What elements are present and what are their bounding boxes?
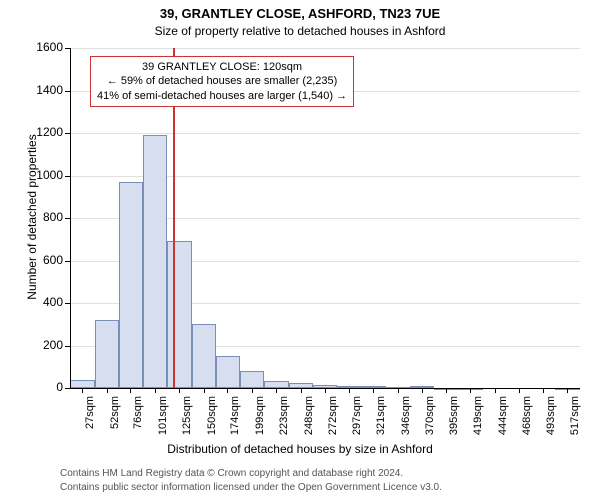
x-tick-label: 395sqm — [448, 396, 460, 446]
histogram-bar — [143, 135, 167, 388]
x-tick-label: 272sqm — [327, 396, 339, 446]
chart-subtitle: Size of property relative to detached ho… — [0, 24, 600, 38]
x-axis-label: Distribution of detached houses by size … — [0, 442, 600, 456]
x-tick-label: 419sqm — [472, 396, 484, 446]
x-tick-label: 248sqm — [303, 396, 315, 446]
x-tick-label: 174sqm — [229, 396, 241, 446]
x-tick-label: 52sqm — [109, 396, 121, 446]
histogram-bar — [240, 371, 264, 388]
y-axis-label: Number of detached properties — [25, 117, 39, 317]
grid-line — [70, 133, 580, 134]
chart-title: 39, GRANTLEY CLOSE, ASHFORD, TN23 7UE — [0, 6, 600, 21]
x-tick-label: 297sqm — [351, 396, 363, 446]
histogram-bar — [119, 182, 144, 388]
y-tick-label: 1400 — [25, 83, 63, 97]
x-tick-label: 517sqm — [569, 396, 581, 446]
x-tick-label: 101sqm — [157, 396, 169, 446]
annotation-line2: ← 59% of detached houses are smaller (2,… — [97, 74, 347, 88]
y-axis — [70, 48, 71, 388]
histogram-bar — [95, 320, 119, 388]
footer-line2: Contains public sector information licen… — [60, 482, 442, 493]
histogram-bar — [192, 324, 216, 388]
y-tick-label: 0 — [25, 380, 63, 394]
x-tick-label: 346sqm — [400, 396, 412, 446]
footer-line1: Contains HM Land Registry data © Crown c… — [60, 468, 403, 479]
x-tick-label: 199sqm — [254, 396, 266, 446]
x-tick-label: 125sqm — [181, 396, 193, 446]
grid-line — [70, 48, 580, 49]
x-tick-label: 76sqm — [132, 396, 144, 446]
histogram-bar — [70, 380, 95, 389]
annotation-box: 39 GRANTLEY CLOSE: 120sqm ← 59% of detac… — [90, 56, 354, 107]
x-tick-label: 223sqm — [278, 396, 290, 446]
annotation-line3: 41% of semi-detached houses are larger (… — [97, 89, 347, 103]
histogram-bar — [216, 356, 241, 388]
annotation-line1: 39 GRANTLEY CLOSE: 120sqm — [97, 60, 347, 74]
x-tick-label: 444sqm — [497, 396, 509, 446]
x-tick-label: 493sqm — [545, 396, 557, 446]
y-tick-label: 1600 — [25, 40, 63, 54]
x-tick-label: 27sqm — [84, 396, 96, 446]
histogram-bar — [167, 241, 192, 388]
y-tick-label: 200 — [25, 338, 63, 352]
x-tick-label: 468sqm — [521, 396, 533, 446]
histogram-bar — [264, 381, 289, 388]
x-axis — [70, 388, 580, 389]
x-tick-label: 150sqm — [206, 396, 218, 446]
x-tick-label: 321sqm — [375, 396, 387, 446]
x-tick-label: 370sqm — [424, 396, 436, 446]
